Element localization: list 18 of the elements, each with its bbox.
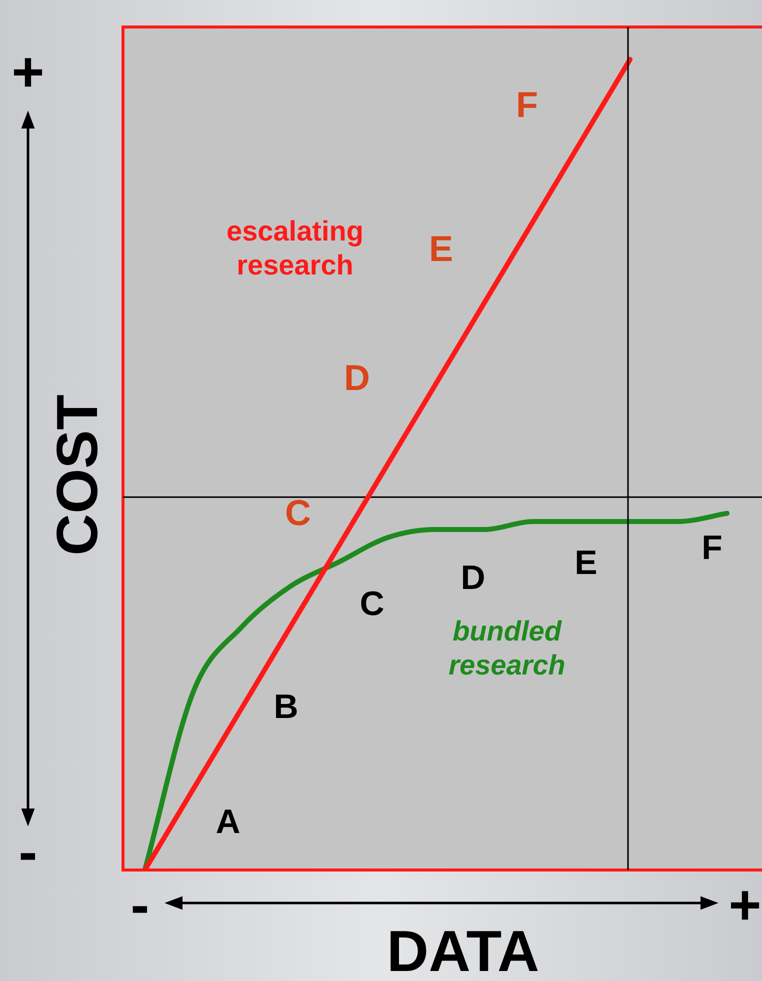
annotation: F [702,529,722,567]
annotation: B [274,688,298,726]
annotation: A [216,803,240,841]
text: - [18,820,38,883]
text: escalating research [226,214,364,282]
annotation: E [428,228,454,269]
annotation: E [574,544,598,582]
annotation: D [460,559,486,597]
annotation: F [516,84,538,125]
text: bundled research [448,614,566,682]
annotation: C [360,585,384,623]
text: - [130,873,150,936]
x-axis-title: DATA [386,919,540,981]
text: + [12,40,44,103]
text: + [728,873,762,936]
annotation: D [344,357,370,398]
annotation: C [285,492,311,533]
y-axis-title: COST [45,394,110,556]
